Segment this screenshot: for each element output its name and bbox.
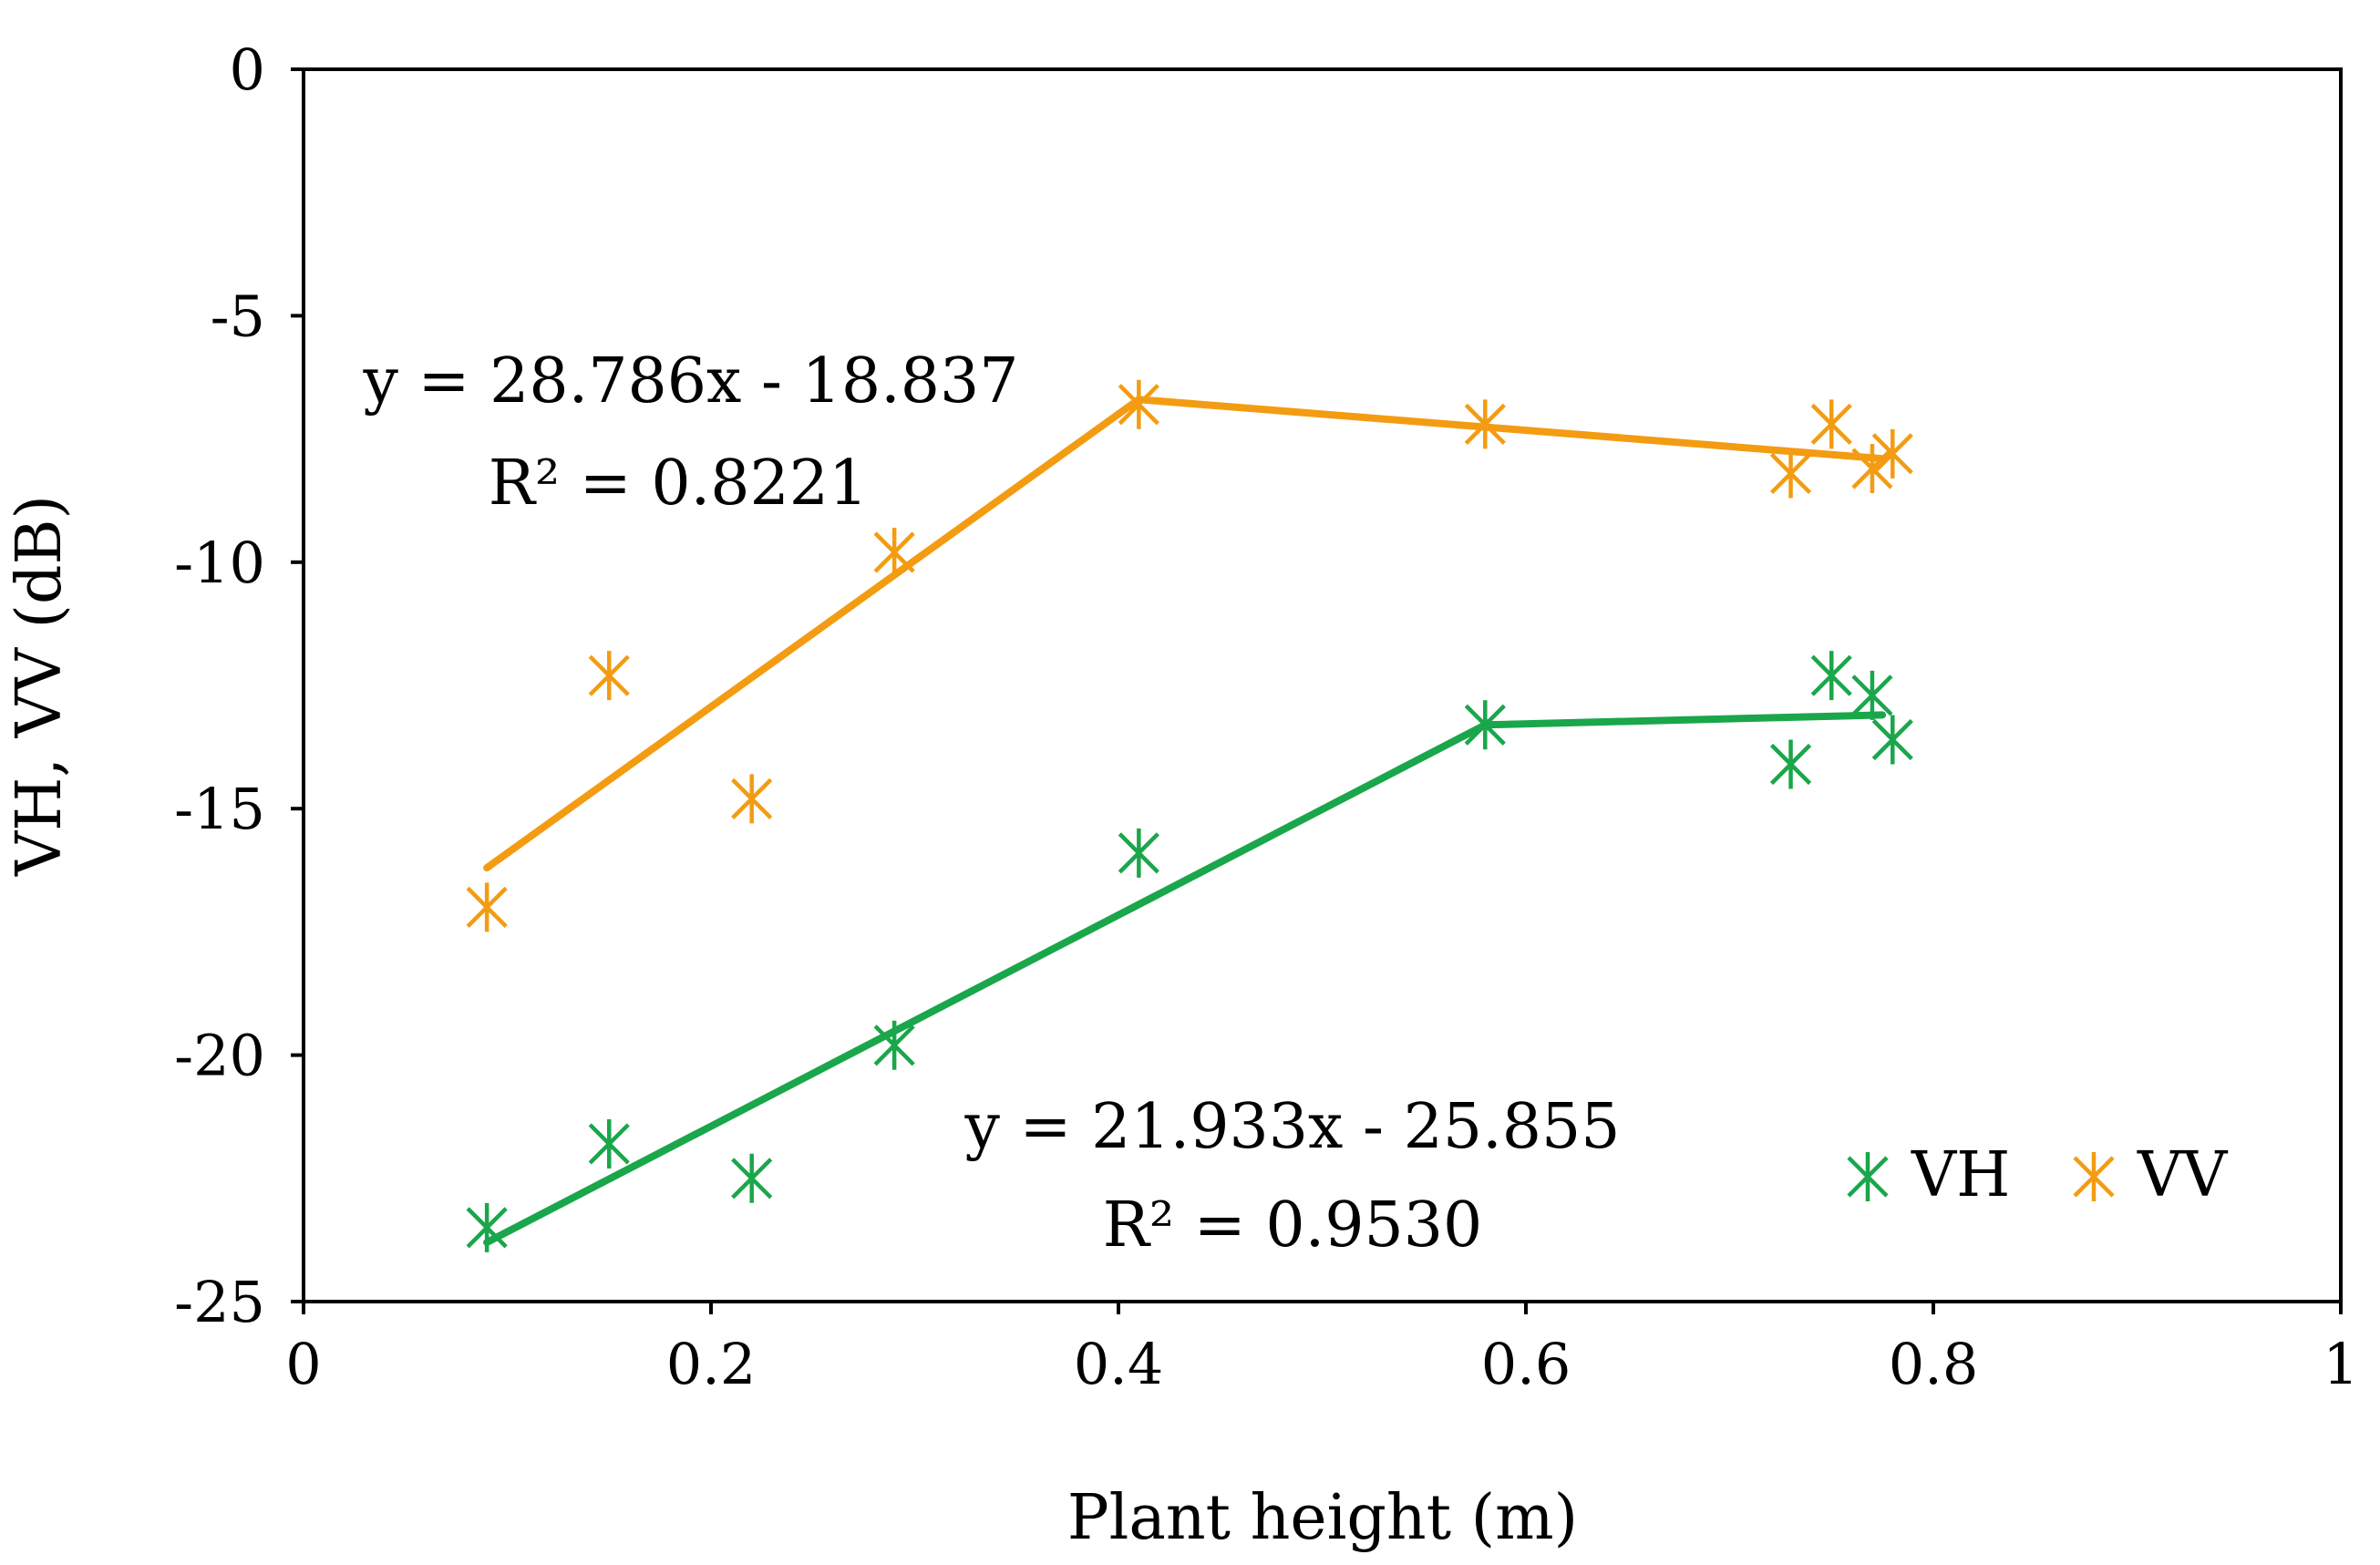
x-tick-label: 0.6 — [1481, 1331, 1571, 1397]
data-points — [466, 379, 1913, 1252]
legend-vv-asterisk — [2073, 1152, 2115, 1201]
y-tick-label: -15 — [174, 776, 265, 842]
x-axis-label: Plant height (m) — [1067, 1482, 1578, 1554]
y-tick-label: -20 — [174, 1023, 265, 1089]
y-tick-label: -5 — [211, 283, 265, 349]
vv-point — [1871, 428, 1913, 479]
x-tick-label: 0.8 — [1889, 1331, 1979, 1397]
vh-point — [1810, 651, 1852, 701]
x-axis-ticks: 0 0.2 0.4 0.6 0.8 1 — [285, 1302, 2359, 1397]
vh-point — [1464, 700, 1506, 750]
legend-vv-marker — [2073, 1152, 2115, 1201]
legend: VH VV — [1847, 1139, 2229, 1211]
vh-point — [1851, 670, 1893, 720]
x-tick-label: 0.4 — [1074, 1331, 1164, 1397]
vh-equation: y = 21.933x - 25.855 — [963, 1091, 1620, 1163]
vv-point — [1769, 448, 1812, 499]
x-tick-label: 0 — [285, 1331, 321, 1397]
legend-vh-marker — [1847, 1152, 1889, 1201]
vv-equation: y = 28.786x - 18.837 — [362, 345, 1018, 417]
vv-point — [588, 651, 630, 701]
vv-point — [1118, 379, 1159, 429]
vv-point — [731, 774, 773, 824]
vh-trendline — [483, 711, 1887, 1247]
y-axis-ticks: 0 -5 -10 -15 -20 -25 — [174, 36, 304, 1335]
vv-point — [1851, 444, 1893, 494]
y-tick-label: -25 — [174, 1269, 265, 1335]
y-axis-label: VH, VV (dB) — [4, 495, 76, 877]
legend-vh-asterisk — [1847, 1152, 1889, 1201]
vh-point — [873, 1020, 915, 1070]
vv-point — [1810, 399, 1852, 449]
plot-area-frame — [302, 67, 2343, 1303]
vh-r-squared: R² = 0.9530 — [1103, 1189, 1483, 1261]
legend-vv-label: VV — [2137, 1139, 2229, 1211]
y-tick-label: -10 — [174, 530, 265, 596]
vh-point — [1871, 715, 1913, 765]
vv-point — [1464, 399, 1506, 449]
vv-r-squared: R² = 0.8221 — [489, 448, 869, 520]
vh-point — [466, 1202, 508, 1252]
vv-point — [466, 882, 508, 932]
x-tick-label: 0.2 — [666, 1331, 757, 1397]
vv-point — [873, 527, 915, 577]
vh-point — [1769, 739, 1812, 789]
vh-point — [588, 1118, 630, 1169]
vh-point — [1118, 828, 1159, 878]
y-tick-label: 0 — [230, 36, 265, 103]
vh-point — [731, 1153, 773, 1203]
x-tick-label: 1 — [2323, 1331, 2358, 1397]
legend-vh-label: VH — [1911, 1139, 2010, 1211]
